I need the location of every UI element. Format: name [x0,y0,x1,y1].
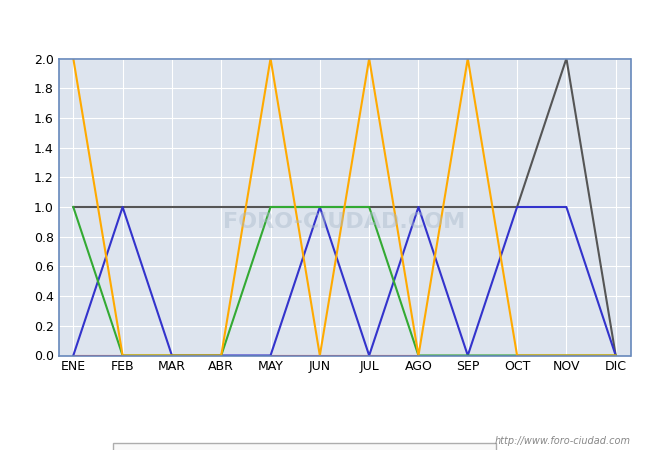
Legend: 2024, 2023, 2022, 2021, 2020: 2024, 2023, 2022, 2021, 2020 [113,442,496,450]
Text: FORO-CIUDAD.COM: FORO-CIUDAD.COM [224,212,465,232]
Text: Matriculaciones de Vehiculos en Fuentes de Ropel: Matriculaciones de Vehiculos en Fuentes … [100,14,550,33]
Text: http://www.foro-ciudad.com: http://www.foro-ciudad.com [495,436,630,446]
